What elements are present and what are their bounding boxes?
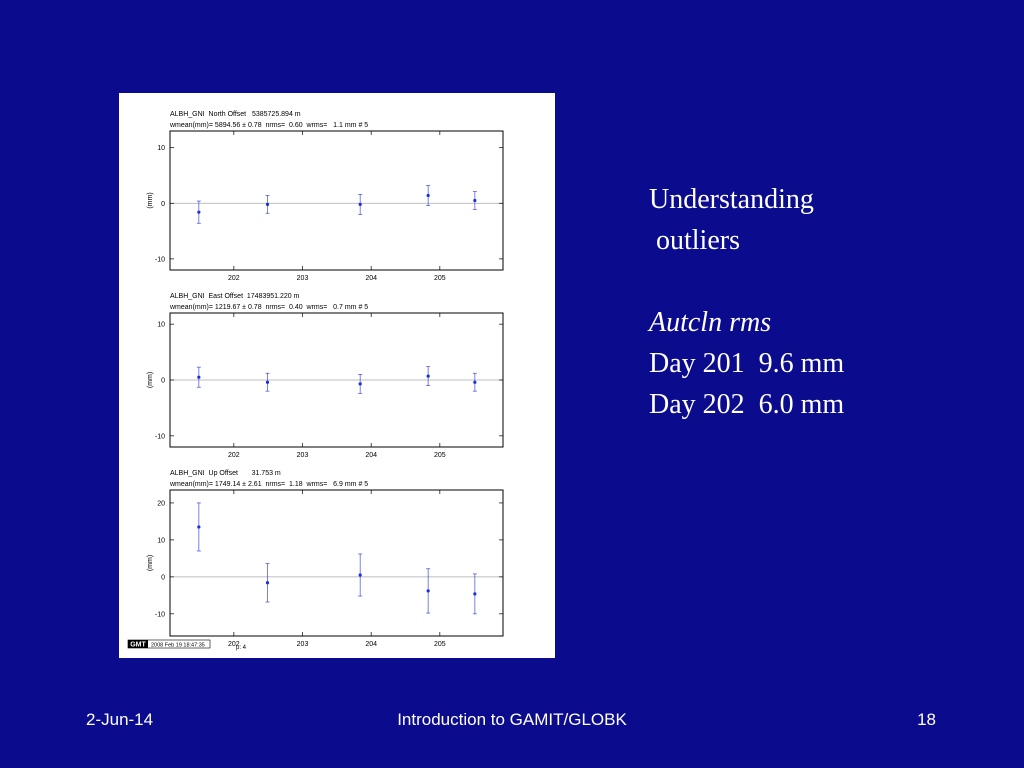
y-tick-label: 10: [157, 322, 165, 329]
gmt-logo: GMT: [130, 642, 146, 649]
point: [473, 380, 477, 384]
y-axis-label: (mm): [147, 192, 154, 208]
plot-frame: [169, 130, 504, 271]
panel-stats: wmean(mm)= 1749.14 ± 2.61 nrms= 1.18 wrm…: [169, 481, 368, 488]
plot-frame: [169, 489, 504, 637]
y-tick-label: 0: [161, 574, 165, 581]
x-tick-label: 203: [297, 641, 309, 648]
text-line: Day 201 9.6 mm: [649, 348, 844, 379]
x-tick-label: 204: [365, 641, 377, 648]
point: [426, 374, 430, 378]
subheading: Autcln rms: [647, 307, 771, 338]
footer-page: 18: [917, 710, 936, 729]
x-tick-label: 205: [434, 275, 446, 282]
y-tick-label: -10: [155, 611, 165, 618]
point: [265, 581, 270, 585]
y-tick-label: 10: [157, 145, 165, 152]
y-axis-label: (mm): [147, 372, 154, 388]
timestamp-box: [127, 639, 211, 649]
text-line: Day 202 6.0 mm: [649, 389, 844, 420]
x-tick-label: 203: [297, 452, 309, 459]
point: [473, 198, 477, 203]
x-tick-label: 205: [434, 641, 446, 648]
timestamp: 2008 Feb 19 18:47:35: [151, 643, 205, 649]
footer-date: 2-Jun-14: [86, 710, 153, 729]
point: [197, 525, 201, 529]
y-tick-label: 0: [161, 201, 165, 208]
x-tick-label: 204: [365, 452, 377, 459]
point: [358, 382, 362, 386]
y-tick-label: -10: [155, 256, 165, 263]
heading: Understanding: [649, 184, 814, 215]
x-tick-label: 204: [365, 275, 377, 282]
panel-title: ALBH_GNI East Offset 17483951.220 m: [170, 293, 300, 300]
x-tick-label: 205: [434, 452, 446, 459]
y-axis-label: (mm): [147, 555, 154, 571]
point: [197, 210, 201, 214]
point: [265, 380, 270, 384]
point: [473, 592, 477, 596]
point: [358, 573, 362, 577]
gmt-logo-box: [128, 640, 148, 648]
panel-stats: wmean(mm)= 5894.56 ± 0.78 nrms= 0.60 wrm…: [169, 122, 368, 129]
point: [426, 193, 430, 198]
y-tick-label: 20: [157, 500, 165, 507]
point: [265, 202, 270, 206]
point: [426, 589, 430, 593]
plot-frame: [169, 312, 504, 448]
x-tick-label: 202: [228, 641, 240, 648]
y-tick-label: 10: [157, 537, 165, 544]
x-tick-label: 203: [297, 275, 309, 282]
point: [358, 202, 362, 206]
heading: outliers: [656, 225, 740, 256]
y-tick-label: 0: [161, 378, 165, 385]
x-tick-label: 202: [228, 452, 240, 459]
footer-title: Introduction to GAMIT/GLOBK: [397, 710, 627, 729]
panel-title: ALBH_GNI North Offset 5385725.894 m: [170, 111, 301, 118]
panel-stats: wmean(mm)= 1219.67 ± 0.78 nrms= 0.40 wrm…: [169, 304, 368, 311]
point: [197, 375, 201, 379]
y-tick-label: -10: [155, 433, 165, 440]
plot-image: [119, 93, 555, 658]
x-tick-label: 202: [228, 275, 240, 282]
plot-page: p: 4: [236, 645, 247, 651]
panel-title: ALBH_GNI Up Offset 31.753 m: [170, 470, 281, 477]
